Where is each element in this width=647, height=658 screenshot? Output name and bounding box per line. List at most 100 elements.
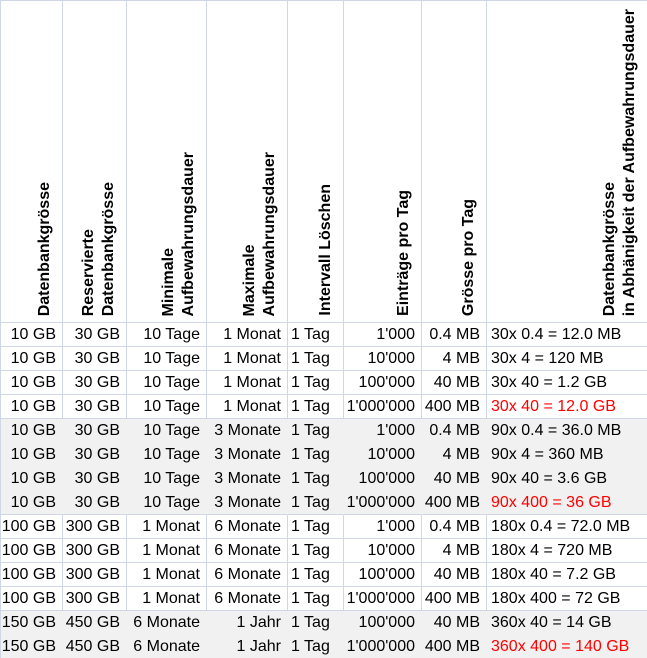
- column-header-groesse-pro-tag: Grösse pro Tag: [422, 1, 487, 323]
- cell-groesse-pro-tag: 4 MB: [422, 539, 487, 563]
- cell-reservierte-datenbankgroesse: 300 GB: [63, 539, 127, 563]
- cell-eintraege-pro-tag: 1'000'000: [344, 491, 422, 515]
- cell-datenbankgroesse-nach-aufbewahrungsdauer: 30x 40 = 1.2 GB: [487, 371, 647, 395]
- column-header-label: Maximale Aufbewahrungsdauer: [241, 151, 278, 316]
- cell-maximale-aufbewahrungsdauer: 3 Monate: [207, 443, 288, 467]
- cell-reservierte-datenbankgroesse: 300 GB: [63, 515, 127, 539]
- cell-datenbankgroesse: 10 GB: [1, 395, 63, 419]
- cell-eintraege-pro-tag: 100'000: [344, 611, 422, 635]
- cell-datenbankgroesse-nach-aufbewahrungsdauer: 90x 4 = 360 MB: [487, 443, 647, 467]
- column-header-label: Minimale Aufbewahrungsdauer: [160, 151, 197, 316]
- cell-minimale-aufbewahrungsdauer: 6 Monate: [127, 635, 207, 658]
- cell-datenbankgroesse: 100 GB: [1, 515, 63, 539]
- cell-groesse-pro-tag: 40 MB: [422, 611, 487, 635]
- cell-groesse-pro-tag: 0.4 MB: [422, 323, 487, 347]
- cell-maximale-aufbewahrungsdauer: 1 Monat: [207, 323, 288, 347]
- column-header-label: Reservierte Datenbankgrösse: [80, 181, 117, 316]
- cell-groesse-pro-tag: 40 MB: [422, 563, 487, 587]
- cell-minimale-aufbewahrungsdauer: 10 Tage: [127, 371, 207, 395]
- cell-reservierte-datenbankgroesse: 30 GB: [63, 371, 127, 395]
- cell-reservierte-datenbankgroesse: 30 GB: [63, 491, 127, 515]
- cell-datenbankgroesse-nach-aufbewahrungsdauer: 360x 400 = 140 GB: [487, 635, 647, 658]
- cell-groesse-pro-tag: 4 MB: [422, 443, 487, 467]
- cell-datenbankgroesse-nach-aufbewahrungsdauer: 90x 400 = 36 GB: [487, 491, 647, 515]
- cell-eintraege-pro-tag: 10'000: [344, 443, 422, 467]
- cell-reservierte-datenbankgroesse: 30 GB: [63, 395, 127, 419]
- cell-groesse-pro-tag: 400 MB: [422, 587, 487, 611]
- cell-datenbankgroesse: 10 GB: [1, 323, 63, 347]
- cell-groesse-pro-tag: 40 MB: [422, 371, 487, 395]
- table-row: 100 GB 300 GB 1 Monat 6 Monate 1 Tag 10'…: [1, 539, 647, 563]
- cell-datenbankgroesse: 100 GB: [1, 587, 63, 611]
- cell-maximale-aufbewahrungsdauer: 1 Jahr: [207, 611, 288, 635]
- table-row: 100 GB 300 GB 1 Monat 6 Monate 1 Tag 1'0…: [1, 587, 647, 611]
- cell-datenbankgroesse: 10 GB: [1, 419, 63, 443]
- cell-minimale-aufbewahrungsdauer: 1 Monat: [127, 539, 207, 563]
- cell-datenbankgroesse: 100 GB: [1, 563, 63, 587]
- cell-datenbankgroesse-nach-aufbewahrungsdauer: 180x 40 = 7.2 GB: [487, 563, 647, 587]
- column-header-label: Einträge pro Tag: [395, 190, 412, 316]
- table-row: 10 GB 30 GB 10 Tage 3 Monate 1 Tag 10'00…: [1, 443, 647, 467]
- cell-minimale-aufbewahrungsdauer: 1 Monat: [127, 515, 207, 539]
- cell-groesse-pro-tag: 400 MB: [422, 635, 487, 658]
- column-header-label: Datenbankgrösse: [36, 181, 53, 316]
- cell-eintraege-pro-tag: 1'000'000: [344, 587, 422, 611]
- table-row: 10 GB 30 GB 10 Tage 3 Monate 1 Tag 100'0…: [1, 467, 647, 491]
- cell-eintraege-pro-tag: 10'000: [344, 347, 422, 371]
- column-header-datenbankgroesse-nach-aufbewahrungsdauer: Datenbankgrösse in Abhänigkeit der Aufbe…: [487, 1, 647, 323]
- cell-minimale-aufbewahrungsdauer: 1 Monat: [127, 587, 207, 611]
- table-body: 10 GB 30 GB 10 Tage 1 Monat 1 Tag 1'000 …: [1, 323, 647, 658]
- cell-maximale-aufbewahrungsdauer: 6 Monate: [207, 563, 288, 587]
- column-header-label: Grösse pro Tag: [460, 198, 477, 316]
- cell-maximale-aufbewahrungsdauer: 3 Monate: [207, 419, 288, 443]
- table-row: 10 GB 30 GB 10 Tage 1 Monat 1 Tag 100'00…: [1, 371, 647, 395]
- cell-datenbankgroesse: 10 GB: [1, 371, 63, 395]
- cell-maximale-aufbewahrungsdauer: 3 Monate: [207, 491, 288, 515]
- cell-datenbankgroesse: 10 GB: [1, 467, 63, 491]
- cell-datenbankgroesse-nach-aufbewahrungsdauer: 180x 400 = 72 GB: [487, 587, 647, 611]
- cell-datenbankgroesse-nach-aufbewahrungsdauer: 180x 4 = 720 MB: [487, 539, 647, 563]
- column-header-reservierte-datenbankgroesse: Reservierte Datenbankgrösse: [63, 1, 127, 323]
- cell-groesse-pro-tag: 400 MB: [422, 491, 487, 515]
- cell-intervall-loeschen: 1 Tag: [288, 419, 344, 443]
- cell-maximale-aufbewahrungsdauer: 6 Monate: [207, 539, 288, 563]
- table-row: 150 GB 450 GB 6 Monate 1 Jahr 1 Tag 1'00…: [1, 635, 647, 658]
- cell-eintraege-pro-tag: 10'000: [344, 539, 422, 563]
- cell-minimale-aufbewahrungsdauer: 10 Tage: [127, 419, 207, 443]
- cell-intervall-loeschen: 1 Tag: [288, 347, 344, 371]
- column-header-label: Intervall Löschen: [317, 184, 334, 316]
- cell-eintraege-pro-tag: 100'000: [344, 563, 422, 587]
- column-header-label: Datenbankgrösse in Abhänigkeit der Aufbe…: [601, 8, 638, 316]
- cell-eintraege-pro-tag: 1'000: [344, 323, 422, 347]
- cell-maximale-aufbewahrungsdauer: 1 Monat: [207, 371, 288, 395]
- cell-datenbankgroesse-nach-aufbewahrungsdauer: 30x 40 = 12.0 GB: [487, 395, 647, 419]
- cell-groesse-pro-tag: 40 MB: [422, 467, 487, 491]
- column-header-datenbankgroesse: Datenbankgrösse: [1, 1, 63, 323]
- cell-minimale-aufbewahrungsdauer: 10 Tage: [127, 467, 207, 491]
- table-row: 10 GB 30 GB 10 Tage 1 Monat 1 Tag 1'000 …: [1, 323, 647, 347]
- cell-datenbankgroesse-nach-aufbewahrungsdauer: 90x 40 = 3.6 GB: [487, 467, 647, 491]
- table-row: 150 GB 450 GB 6 Monate 1 Jahr 1 Tag 100'…: [1, 611, 647, 635]
- cell-datenbankgroesse-nach-aufbewahrungsdauer: 180x 0.4 = 72.0 MB: [487, 515, 647, 539]
- cell-datenbankgroesse: 10 GB: [1, 347, 63, 371]
- cell-minimale-aufbewahrungsdauer: 10 Tage: [127, 323, 207, 347]
- cell-groesse-pro-tag: 0.4 MB: [422, 419, 487, 443]
- cell-eintraege-pro-tag: 1'000: [344, 515, 422, 539]
- cell-reservierte-datenbankgroesse: 30 GB: [63, 347, 127, 371]
- cell-reservierte-datenbankgroesse: 30 GB: [63, 419, 127, 443]
- cell-eintraege-pro-tag: 1'000'000: [344, 635, 422, 658]
- cell-minimale-aufbewahrungsdauer: 10 Tage: [127, 395, 207, 419]
- cell-minimale-aufbewahrungsdauer: 6 Monate: [127, 611, 207, 635]
- cell-intervall-loeschen: 1 Tag: [288, 515, 344, 539]
- cell-datenbankgroesse-nach-aufbewahrungsdauer: 90x 0.4 = 36.0 MB: [487, 419, 647, 443]
- cell-intervall-loeschen: 1 Tag: [288, 395, 344, 419]
- cell-reservierte-datenbankgroesse: 300 GB: [63, 563, 127, 587]
- table-row: 100 GB 300 GB 1 Monat 6 Monate 1 Tag 100…: [1, 563, 647, 587]
- cell-maximale-aufbewahrungsdauer: 1 Monat: [207, 347, 288, 371]
- cell-datenbankgroesse: 10 GB: [1, 491, 63, 515]
- cell-minimale-aufbewahrungsdauer: 10 Tage: [127, 491, 207, 515]
- cell-groesse-pro-tag: 4 MB: [422, 347, 487, 371]
- cell-minimale-aufbewahrungsdauer: 10 Tage: [127, 443, 207, 467]
- cell-reservierte-datenbankgroesse: 30 GB: [63, 467, 127, 491]
